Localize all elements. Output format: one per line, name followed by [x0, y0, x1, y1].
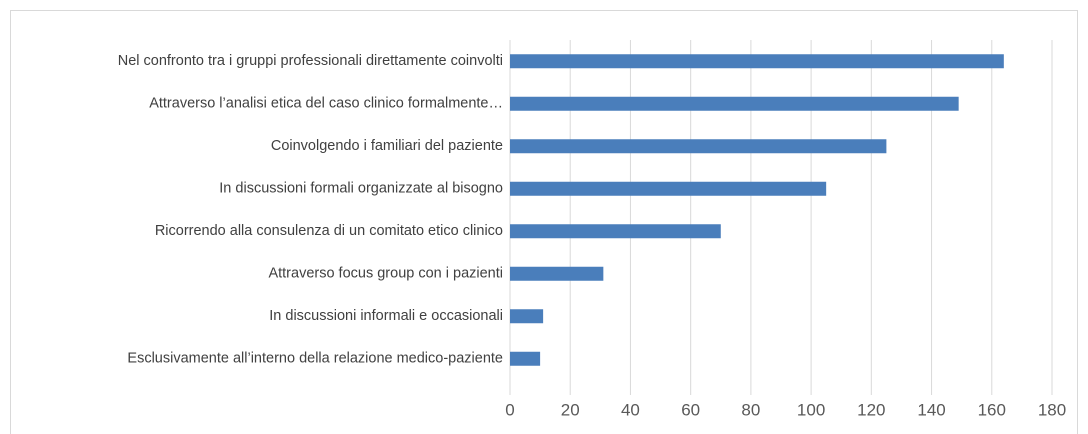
bar [510, 351, 541, 366]
x-tick-label: 160 [978, 400, 1006, 419]
bar [510, 96, 959, 111]
x-tick-label: 20 [561, 400, 580, 419]
x-tick-label: 180 [1038, 400, 1066, 419]
chart-border [10, 10, 1078, 434]
bar [510, 309, 544, 324]
bar [510, 181, 827, 196]
x-tick-label: 0 [505, 400, 514, 419]
x-tick-label: 40 [621, 400, 640, 419]
y-tick-label: In discussioni formali organizzate al bi… [219, 181, 503, 197]
x-tick-label: 120 [857, 400, 885, 419]
x-tick-label: 140 [917, 400, 945, 419]
y-tick-label: In discussioni informali e occasionali [269, 308, 503, 324]
bar [510, 224, 721, 239]
bar [510, 266, 604, 281]
y-tick-label: Coinvolgendo i familiari del paziente [271, 138, 503, 154]
x-tick-label: 80 [741, 400, 760, 419]
bar [510, 139, 887, 154]
x-tick-label: 60 [681, 400, 700, 419]
y-tick-label: Esclusivamente all’interno della relazio… [127, 351, 503, 367]
y-tick-label: Attraverso l’analisi etica del caso clin… [149, 96, 503, 112]
y-tick-label: Ricorrendo alla consulenza di un comitat… [155, 223, 503, 239]
y-tick-label: Nel confronto tra i gruppi professionali… [118, 53, 503, 69]
bar [510, 54, 1004, 69]
y-tick-label: Attraverso focus group con i pazienti [268, 266, 503, 282]
x-tick-label: 100 [797, 400, 825, 419]
